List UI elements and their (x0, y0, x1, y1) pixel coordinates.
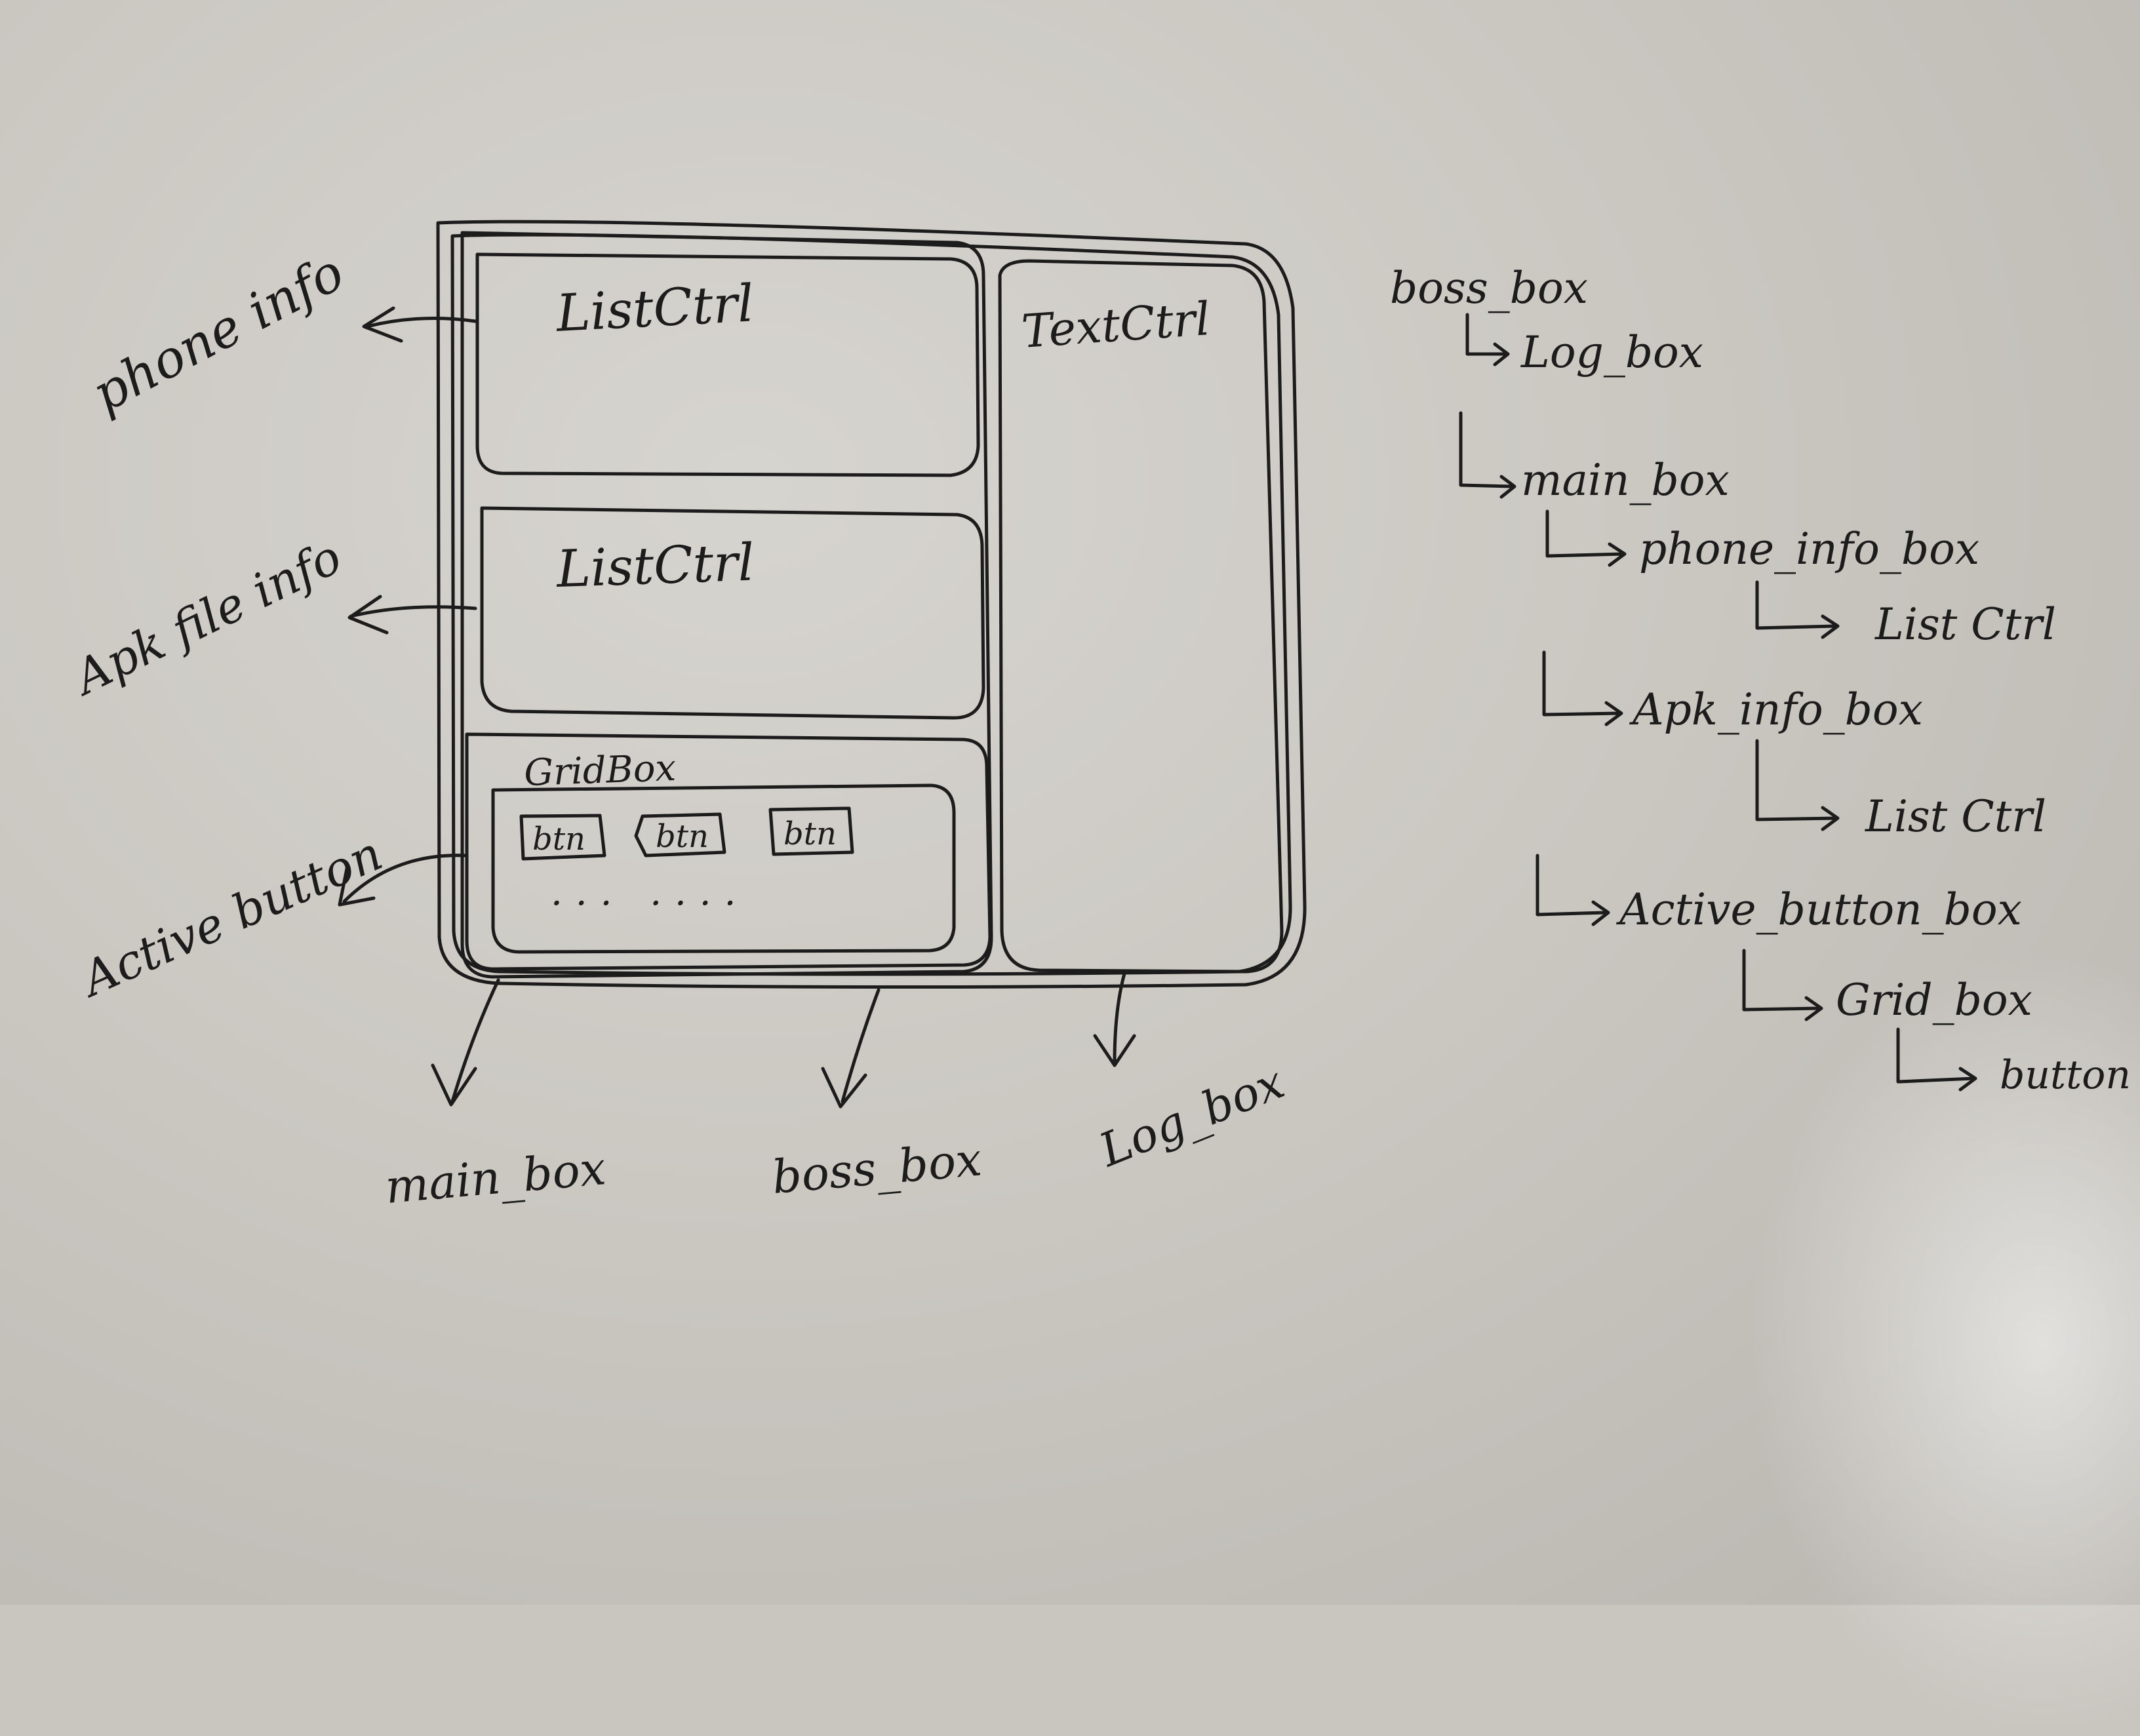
boss-box-label: boss_box (770, 1132, 983, 1204)
gridbox-box (493, 785, 954, 952)
apk-file-info-label: Apk file info (62, 529, 349, 707)
tree-connector-button (1898, 1029, 1975, 1090)
tree-connector-active (1537, 856, 1608, 924)
log-box-textctrl (1000, 261, 1282, 972)
boss-box-arrow (823, 990, 879, 1107)
phone-info-label: phone info (83, 243, 353, 424)
btn-label-1: btn (532, 821, 585, 858)
tree-node-grid-box: Grid_box (1836, 975, 2032, 1025)
tree-connector-list1 (1757, 582, 1838, 637)
tree-connector-list2 (1757, 741, 1838, 829)
sketch-canvas: ListCtrl ListCtrl TextCtrl GridBox btn b… (0, 0, 2140, 1605)
tree-node-log-box: Log_box (1520, 327, 1703, 378)
tree-node-button: button (2000, 1052, 2131, 1098)
tree-node-list-ctrl-2: List Ctrl (1865, 791, 2046, 842)
tree-connector-phone (1547, 511, 1625, 565)
list1-label: ListCtrl (553, 274, 755, 344)
tree-connector-log (1467, 315, 1508, 365)
main-box-label: main_box (383, 1141, 608, 1214)
apk-info-arrow (349, 597, 475, 633)
main-box-arrow (433, 980, 498, 1105)
btn-label-2: btn (656, 818, 709, 855)
tree-node-apk-info-box: Apk_info_box (1629, 684, 1923, 735)
tree-node-active-button-box: Active_button_box (1615, 884, 2022, 935)
tree-connector-apk (1544, 652, 1621, 724)
tree-node-phone-info-box: phone_info_box (1639, 524, 1979, 574)
gridbox-label: GridBox (523, 747, 677, 795)
btn-label-3: btn (783, 816, 837, 852)
tree-node-main-box: main_box (1521, 455, 1730, 505)
phone-info-arrow (364, 308, 475, 341)
list2-label: ListCtrl (555, 534, 755, 600)
tree-connector-grid (1744, 951, 1821, 1019)
log-box-label: Log_box (1091, 1055, 1292, 1177)
textctrl-label: TextCtrl (1020, 292, 1212, 359)
main-box-outline (462, 233, 991, 977)
tree-node-list-ctrl-1: List Ctrl (1874, 599, 2056, 650)
tree-connector-main (1461, 413, 1515, 497)
active-button-label: Active button (70, 825, 390, 1008)
tree-root-boss-box: boss_box (1390, 263, 1588, 313)
more-buttons-ellipsis: ... .... (551, 871, 749, 914)
